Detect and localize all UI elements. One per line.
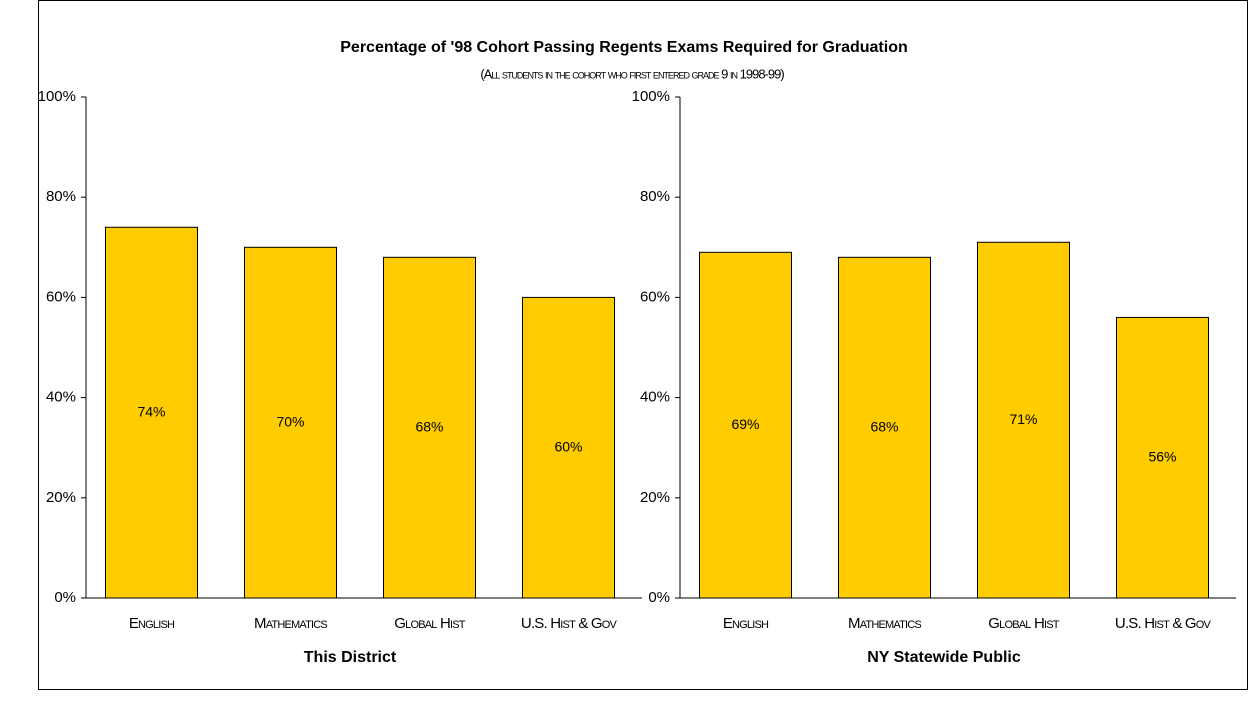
y-tick-label: 60%	[640, 288, 670, 305]
x-tick-label: Global Hist	[988, 615, 1060, 632]
bar	[1116, 316, 1209, 599]
y-tick-label: 20%	[46, 489, 76, 506]
y-tick-label: 80%	[46, 188, 76, 205]
x-tick-label: Mathematics	[848, 615, 921, 632]
x-tick-label: English	[129, 615, 175, 632]
bar	[838, 256, 931, 599]
value-label: 70%	[276, 413, 304, 429]
x-tick-label: U.S. Hist & Gov	[1115, 615, 1212, 632]
y-tick-label: 60%	[46, 288, 76, 305]
y-tick-label: 40%	[46, 389, 76, 406]
chart-title: Percentage of '98 Cohort Passing Regents…	[340, 39, 908, 56]
value-label: 60%	[554, 438, 582, 454]
bar	[977, 241, 1070, 599]
x-axis-title: This District	[304, 649, 397, 666]
y-tick-label: 100%	[38, 88, 76, 105]
value-label: 68%	[870, 418, 898, 434]
value-label: 71%	[1009, 411, 1037, 427]
y-tick-label: 100%	[632, 88, 670, 105]
value-label: 68%	[415, 418, 443, 434]
bar	[522, 296, 615, 599]
y-tick-label: 40%	[640, 389, 670, 406]
chart-subtitle: (All students in the cohort who first en…	[480, 66, 784, 81]
x-axis-title: NY Statewide Public	[867, 649, 1021, 666]
bar	[244, 246, 337, 599]
bar	[383, 256, 476, 599]
x-tick-label: English	[723, 615, 769, 632]
y-tick-label: 0%	[54, 589, 76, 606]
x-tick-label: U.S. Hist & Gov	[521, 615, 618, 632]
value-label: 56%	[1148, 448, 1176, 464]
bar	[105, 226, 198, 599]
bar	[699, 251, 792, 599]
x-tick-label: Mathematics	[254, 615, 327, 632]
x-tick-label: Global Hist	[394, 615, 466, 632]
value-label: 74%	[137, 403, 165, 419]
y-tick-label: 20%	[640, 489, 670, 506]
y-tick-label: 80%	[640, 188, 670, 205]
y-tick-label: 0%	[648, 589, 670, 606]
value-label: 69%	[731, 416, 759, 432]
